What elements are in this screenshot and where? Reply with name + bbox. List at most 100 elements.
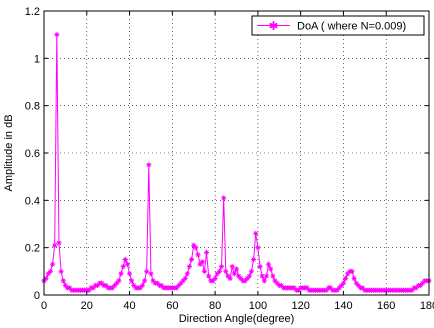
data-point-marker xyxy=(419,280,426,286)
data-point-star xyxy=(419,280,426,286)
data-point-marker xyxy=(349,268,355,274)
x-tick-label: 100 xyxy=(249,300,267,312)
data-point-marker xyxy=(99,280,105,286)
data-point-marker xyxy=(244,275,250,282)
data-point-marker xyxy=(272,278,278,284)
data-point-marker xyxy=(109,285,116,291)
data-point-star xyxy=(212,275,218,282)
data-point-star xyxy=(184,271,190,277)
legend-box xyxy=(251,15,425,36)
data-point-marker xyxy=(257,264,263,270)
data-point-marker xyxy=(278,282,285,289)
data-point-star xyxy=(342,275,349,282)
data-point-marker xyxy=(336,285,342,291)
data-point-star xyxy=(116,278,122,284)
y-tick-label: 0.6 xyxy=(25,148,40,160)
data-point-star xyxy=(118,271,124,277)
data-point-star xyxy=(86,287,92,293)
data-point-star xyxy=(62,282,68,289)
data-point-star xyxy=(54,32,60,38)
data-point-star xyxy=(236,273,242,279)
data-point-star xyxy=(263,273,270,279)
data-point-star xyxy=(413,285,419,291)
data-point-star xyxy=(246,273,252,279)
data-point-marker xyxy=(144,268,150,274)
data-point-marker xyxy=(274,280,280,286)
data-point-star xyxy=(225,273,231,279)
legend-swatch-marker: ✱ xyxy=(268,19,278,33)
data-point-star xyxy=(126,271,133,277)
data-point-marker xyxy=(218,264,225,270)
data-point-marker xyxy=(137,285,143,291)
data-point-star xyxy=(233,266,240,272)
data-point-star xyxy=(188,256,195,263)
data-point-marker xyxy=(174,285,180,291)
data-point-marker xyxy=(210,278,216,284)
data-point-star xyxy=(268,266,274,272)
data-point-marker xyxy=(150,278,156,284)
data-point-star xyxy=(103,282,109,289)
data-point-star xyxy=(295,287,302,293)
data-point-star xyxy=(174,285,180,291)
data-point-star xyxy=(180,278,186,284)
data-point-star xyxy=(199,259,205,265)
data-point-star xyxy=(340,280,347,286)
data-point-star xyxy=(323,287,329,293)
data-point-marker xyxy=(212,275,218,282)
data-point-star xyxy=(182,275,188,282)
data-point-star xyxy=(291,285,297,291)
data-point-star xyxy=(242,278,248,284)
data-point-star xyxy=(159,282,165,289)
data-point-marker xyxy=(233,266,240,272)
data-point-marker xyxy=(351,275,357,282)
data-point-marker xyxy=(90,285,96,291)
x-tick-label: 60 xyxy=(166,300,178,312)
data-point-marker xyxy=(238,275,244,282)
data-point-star xyxy=(94,282,101,289)
data-point-marker xyxy=(227,275,233,282)
data-point-star xyxy=(218,264,225,270)
data-point-star xyxy=(278,282,285,289)
data-point-marker xyxy=(203,249,210,255)
data-point-star xyxy=(56,240,62,246)
data-point-marker xyxy=(323,287,329,293)
data-point-star xyxy=(45,271,51,277)
x-tick-label: 140 xyxy=(334,300,352,312)
data-point-marker xyxy=(180,278,186,284)
data-point-star xyxy=(251,256,257,263)
data-point-marker xyxy=(199,259,205,265)
data-point-star xyxy=(328,285,334,291)
data-point-marker xyxy=(56,240,62,246)
data-point-marker xyxy=(111,282,118,289)
data-point-marker xyxy=(304,285,310,291)
data-point-marker xyxy=(221,195,227,201)
data-point-marker xyxy=(295,287,302,293)
data-point-star xyxy=(141,278,148,284)
data-point-marker xyxy=(126,271,133,277)
data-point-marker xyxy=(191,242,197,248)
data-point-marker xyxy=(148,271,154,277)
data-point-star xyxy=(49,261,56,267)
data-point-star xyxy=(345,271,351,277)
data-point-marker xyxy=(334,287,340,293)
data-point-star xyxy=(257,264,263,270)
data-point-star xyxy=(120,264,126,270)
x-tick-label: 180 xyxy=(420,300,434,312)
data-point-star xyxy=(360,285,366,291)
data-point-star xyxy=(201,268,208,274)
data-point-star xyxy=(195,252,201,258)
data-point-marker xyxy=(236,273,242,279)
data-point-star xyxy=(58,268,64,274)
y-tick-label: 1.2 xyxy=(25,6,40,18)
data-point-marker xyxy=(67,285,73,291)
data-point-marker xyxy=(159,282,165,289)
data-point-marker xyxy=(229,264,235,270)
data-point-star xyxy=(274,280,280,286)
data-point-marker xyxy=(340,280,347,286)
data-point-marker xyxy=(129,278,135,284)
data-point-star xyxy=(417,282,424,289)
data-point-star xyxy=(43,275,49,282)
data-point-marker xyxy=(47,268,54,274)
data-point-marker xyxy=(184,271,190,277)
